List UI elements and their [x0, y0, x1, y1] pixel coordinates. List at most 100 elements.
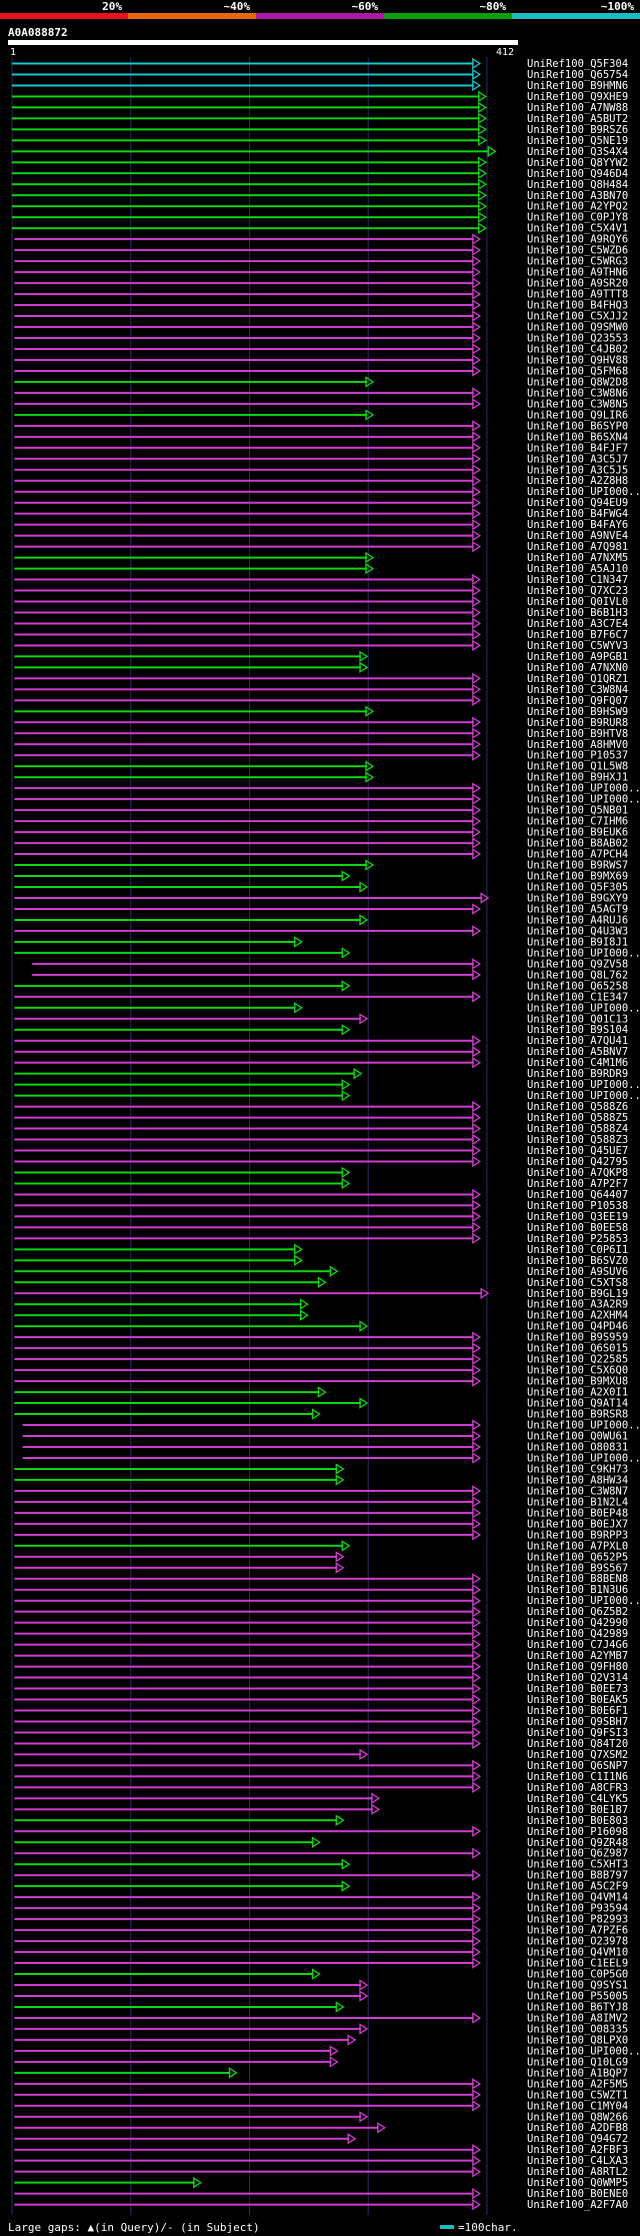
hit-row[interactable]: UniRef100_Q8W2D8 [14, 376, 628, 388]
hit-row[interactable]: UniRef100_C5X6Q0 [14, 1364, 628, 1377]
hit-label[interactable]: UniRef100_A7Q981 [527, 541, 628, 553]
hit-label[interactable]: UniRef100_C7J4G6 [527, 1639, 628, 1651]
hit-label[interactable]: UniRef100_A8CFR3 [527, 1782, 628, 1794]
hit-row[interactable]: UniRef100_B9MXU8 [14, 1375, 628, 1388]
hit-label[interactable]: UniRef100_B9GXY9 [527, 892, 628, 904]
hit-row[interactable]: UniRef100_C0PJY8 [12, 211, 628, 224]
hit-row[interactable]: UniRef100_Q9HV88 [14, 354, 628, 366]
hit-row[interactable]: UniRef100_Q4PD46 [14, 1320, 628, 1333]
hit-label[interactable]: UniRef100_Q0WU61 [527, 1431, 628, 1443]
hit-label[interactable]: UniRef100_B9HMN6 [527, 80, 628, 92]
hit-label[interactable]: UniRef100_C5XJJ2 [527, 311, 628, 323]
hit-row[interactable]: UniRef100_A2Z8H8 [14, 475, 628, 487]
hit-label[interactable]: UniRef100_Q94EU9 [527, 497, 628, 509]
hit-row[interactable]: UniRef100_A2YPQ2 [12, 200, 628, 213]
hit-row[interactable]: UniRef100_C1EEL9 [14, 1957, 628, 1970]
hit-label[interactable]: UniRef100_B9S959 [527, 1332, 628, 1344]
hit-label[interactable]: UniRef100_B9GL19 [527, 1288, 628, 1300]
hit-label[interactable]: UniRef100_B8AB02 [527, 838, 628, 850]
hit-label[interactable]: UniRef100_Q10LG9 [527, 2056, 628, 2068]
hit-row[interactable]: UniRef100_O80831 [22, 1441, 628, 1453]
hit-label[interactable]: UniRef100_Q6Z5B2 [527, 1606, 628, 1618]
hit-label[interactable]: UniRef100_B0EAK5 [527, 1694, 628, 1706]
hit-row[interactable]: UniRef100_B9HSW9 [14, 705, 628, 718]
hit-row[interactable]: UniRef100_A8IMV2 [14, 2012, 628, 2024]
hit-label[interactable]: UniRef100_Q1L5W8 [527, 761, 628, 773]
hit-row[interactable]: UniRef100_P10537 [14, 749, 628, 762]
hit-label[interactable]: UniRef100_P82993 [527, 1914, 628, 1926]
hit-row[interactable]: UniRef100_C5WYV3 [14, 639, 628, 652]
hit-row[interactable]: UniRef100_A7Q981 [14, 540, 628, 553]
hit-row[interactable]: UniRef100_B6TYJ8 [14, 2001, 628, 2013]
hit-row[interactable]: UniRef100_A8RTL2 [14, 2165, 628, 2178]
hit-row[interactable]: UniRef100_Q2V314 [14, 1671, 628, 1684]
hit-label[interactable]: UniRef100_Q9SBH7 [527, 1716, 628, 1728]
hit-label[interactable]: UniRef100_Q5FM68 [527, 365, 628, 377]
hit-row[interactable]: UniRef100_A7NXN0 [14, 661, 628, 674]
hit-label[interactable]: UniRef100_Q9XHE9 [527, 91, 628, 103]
hit-label[interactable]: UniRef100_A5AGT9 [527, 903, 628, 915]
hit-label[interactable]: UniRef100_C4M1M6 [527, 1057, 628, 1069]
hit-row[interactable]: UniRef100_A7P2F7 [14, 1177, 628, 1190]
hit-label[interactable]: UniRef100_UPI000... [527, 1420, 640, 1432]
hit-row[interactable]: UniRef100_A8HW34 [14, 1474, 628, 1486]
hit-label[interactable]: UniRef100_Q3EE19 [527, 1211, 628, 1223]
hit-row[interactable]: UniRef100_Q23553 [14, 332, 628, 345]
hit-row[interactable]: UniRef100_C9KH73 [14, 1463, 628, 1475]
hit-label[interactable]: UniRef100_B1N3U6 [527, 1584, 628, 1596]
hit-row[interactable]: UniRef100_P25853 [14, 1232, 628, 1245]
hit-label[interactable]: UniRef100_UPI000... [527, 1079, 640, 1091]
hit-row[interactable]: UniRef100_C0P5G0 [14, 1968, 628, 1981]
hit-row[interactable]: UniRef100_B6SVZ0 [14, 1254, 628, 1267]
hit-label[interactable]: UniRef100_Q0IVL0 [527, 596, 628, 608]
hit-row[interactable]: UniRef100_A8CFR3 [14, 1781, 628, 1794]
hit-label[interactable]: UniRef100_Q8LPX0 [527, 2034, 628, 2046]
hit-label[interactable]: UniRef100_B4FHQ3 [527, 300, 628, 312]
hit-label[interactable]: UniRef100_A5AJ10 [527, 563, 628, 575]
hit-row[interactable]: UniRef100_Q5NE19 [12, 134, 628, 147]
hit-label[interactable]: UniRef100_Q01C13 [527, 1013, 628, 1025]
hit-label[interactable]: UniRef100_C3W8N6 [527, 387, 628, 399]
hit-label[interactable]: UniRef100_A9SUV6 [527, 1266, 628, 1278]
hit-label[interactable]: UniRef100_C3W8N5 [527, 398, 628, 410]
hit-label[interactable]: UniRef100_A7NXM5 [527, 552, 628, 564]
hit-row[interactable]: UniRef100_A7PXL0 [14, 1540, 628, 1552]
hit-row[interactable]: UniRef100_B7F6C7 [14, 628, 628, 641]
hit-label[interactable]: UniRef100_C4LXA3 [527, 2155, 628, 2167]
hit-label[interactable]: UniRef100_Q42990 [527, 1617, 628, 1629]
hit-label[interactable]: UniRef100_B0E6F1 [527, 1705, 628, 1717]
hit-label[interactable]: UniRef100_C5X4V1 [527, 223, 628, 235]
hit-label[interactable]: UniRef100_C5WYV3 [527, 640, 628, 652]
hit-row[interactable]: UniRef100_A5C2F9 [14, 1880, 628, 1893]
hit-row[interactable]: UniRef100_Q9ZR48 [14, 1836, 628, 1849]
hit-row[interactable]: UniRef100_C5WZT1 [14, 2089, 628, 2101]
hit-label[interactable]: UniRef100_C0PJY8 [527, 212, 628, 224]
hit-label[interactable]: UniRef100_A3C5J7 [527, 453, 628, 465]
hit-row[interactable]: UniRef100_B9RWS7 [14, 859, 628, 872]
hit-row[interactable]: UniRef100_A2YMB7 [14, 1649, 628, 1662]
hit-row[interactable]: UniRef100_Q1QRZ1 [14, 672, 628, 685]
hit-row[interactable]: UniRef100_B9S567 [14, 1562, 628, 1574]
hit-row[interactable]: UniRef100_B0EE58 [14, 1221, 628, 1234]
hit-row[interactable]: UniRef100_P16098 [14, 1825, 628, 1838]
hit-label[interactable]: UniRef100_Q8H484 [527, 179, 628, 191]
hit-label[interactable]: UniRef100_A8RTL2 [527, 2166, 628, 2178]
hit-label[interactable]: UniRef100_A7PZF6 [527, 1925, 628, 1937]
hit-row[interactable]: UniRef100_Q5F304 [12, 57, 628, 70]
hit-label[interactable]: UniRef100_P25853 [527, 1233, 628, 1245]
hit-row[interactable]: UniRef100_Q42990 [14, 1616, 628, 1629]
hit-row[interactable]: UniRef100_A4RUJ6 [14, 914, 628, 926]
hit-label[interactable]: UniRef100_A9SR20 [527, 278, 628, 290]
hit-row[interactable]: UniRef100_P55005 [14, 1990, 628, 2002]
hit-label[interactable]: UniRef100_B9RDR9 [527, 1068, 628, 1080]
hit-row[interactable]: UniRef100_C3W8N7 [14, 1485, 628, 1497]
hit-row[interactable]: UniRef100_A2X0I1 [14, 1386, 628, 1399]
hit-row[interactable]: UniRef100_Q1L5W8 [14, 760, 628, 773]
hit-label[interactable]: UniRef100_UPI000... [527, 1452, 640, 1464]
hit-row[interactable]: UniRef100_B8BEN8 [14, 1573, 628, 1585]
hit-row[interactable]: UniRef100_Q3S4X4 [12, 145, 628, 158]
hit-label[interactable]: UniRef100_A8HMV0 [527, 739, 628, 751]
hit-row[interactable]: UniRef100_C7J4G6 [14, 1638, 628, 1651]
hit-row[interactable]: UniRef100_Q588Z6 [14, 1100, 628, 1113]
hit-label[interactable]: UniRef100_C5XHT3 [527, 1859, 628, 1871]
